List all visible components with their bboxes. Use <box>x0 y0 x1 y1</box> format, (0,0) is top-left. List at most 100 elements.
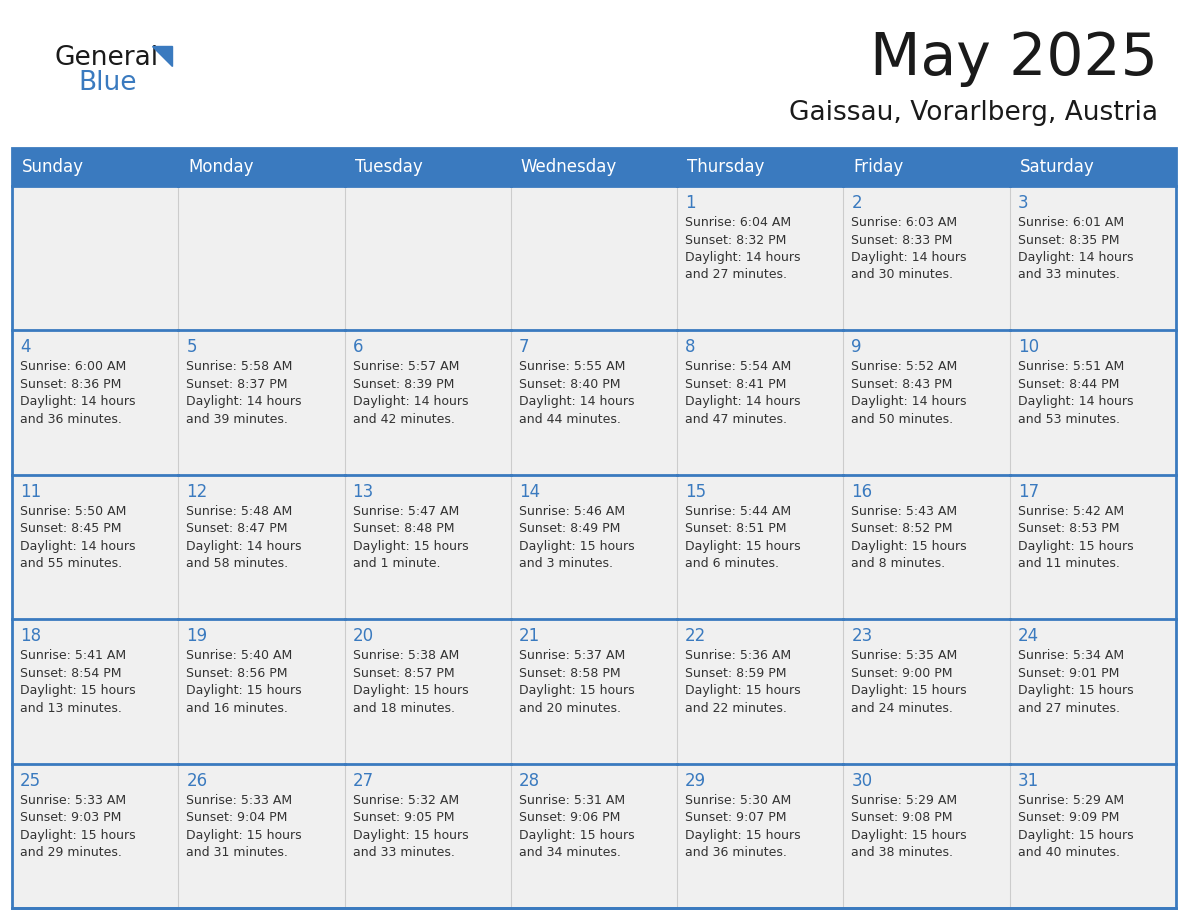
Text: Sunrise: 5:31 AM
Sunset: 9:06 PM
Daylight: 15 hours
and 34 minutes.: Sunrise: 5:31 AM Sunset: 9:06 PM Dayligh… <box>519 793 634 859</box>
Text: Wednesday: Wednesday <box>520 158 617 176</box>
Text: Sunrise: 6:04 AM
Sunset: 8:32 PM
Daylight: 14 hours
and 27 minutes.: Sunrise: 6:04 AM Sunset: 8:32 PM Dayligh… <box>685 216 801 282</box>
Text: Sunrise: 5:36 AM
Sunset: 8:59 PM
Daylight: 15 hours
and 22 minutes.: Sunrise: 5:36 AM Sunset: 8:59 PM Dayligh… <box>685 649 801 715</box>
Text: Sunrise: 5:35 AM
Sunset: 9:00 PM
Daylight: 15 hours
and 24 minutes.: Sunrise: 5:35 AM Sunset: 9:00 PM Dayligh… <box>852 649 967 715</box>
Text: 7: 7 <box>519 339 530 356</box>
Bar <box>345 330 511 475</box>
Text: 20: 20 <box>353 627 374 645</box>
Text: Sunrise: 5:47 AM
Sunset: 8:48 PM
Daylight: 15 hours
and 1 minute.: Sunrise: 5:47 AM Sunset: 8:48 PM Dayligh… <box>353 505 468 570</box>
Text: 25: 25 <box>20 772 42 789</box>
Text: Sunrise: 5:33 AM
Sunset: 9:04 PM
Daylight: 15 hours
and 31 minutes.: Sunrise: 5:33 AM Sunset: 9:04 PM Dayligh… <box>187 793 302 859</box>
Text: Sunrise: 5:29 AM
Sunset: 9:08 PM
Daylight: 15 hours
and 38 minutes.: Sunrise: 5:29 AM Sunset: 9:08 PM Dayligh… <box>852 793 967 859</box>
Bar <box>677 186 843 330</box>
Text: 11: 11 <box>20 483 42 501</box>
Text: 3: 3 <box>1018 194 1029 212</box>
Bar <box>511 620 677 764</box>
Text: Sunrise: 5:41 AM
Sunset: 8:54 PM
Daylight: 15 hours
and 13 minutes.: Sunrise: 5:41 AM Sunset: 8:54 PM Dayligh… <box>20 649 135 715</box>
Bar <box>843 186 1010 330</box>
Text: Sunrise: 5:34 AM
Sunset: 9:01 PM
Daylight: 15 hours
and 27 minutes.: Sunrise: 5:34 AM Sunset: 9:01 PM Dayligh… <box>1018 649 1133 715</box>
Text: 15: 15 <box>685 483 707 501</box>
Text: 6: 6 <box>353 339 364 356</box>
Text: Sunrise: 5:54 AM
Sunset: 8:41 PM
Daylight: 14 hours
and 47 minutes.: Sunrise: 5:54 AM Sunset: 8:41 PM Dayligh… <box>685 361 801 426</box>
Text: Sunrise: 6:00 AM
Sunset: 8:36 PM
Daylight: 14 hours
and 36 minutes.: Sunrise: 6:00 AM Sunset: 8:36 PM Dayligh… <box>20 361 135 426</box>
Bar <box>1010 764 1176 908</box>
Bar <box>1010 620 1176 764</box>
Bar <box>345 475 511 620</box>
Text: Gaissau, Vorarlberg, Austria: Gaissau, Vorarlberg, Austria <box>789 100 1158 126</box>
Text: Sunrise: 5:52 AM
Sunset: 8:43 PM
Daylight: 14 hours
and 50 minutes.: Sunrise: 5:52 AM Sunset: 8:43 PM Dayligh… <box>852 361 967 426</box>
Text: Sunrise: 5:43 AM
Sunset: 8:52 PM
Daylight: 15 hours
and 8 minutes.: Sunrise: 5:43 AM Sunset: 8:52 PM Dayligh… <box>852 505 967 570</box>
Text: Sunrise: 5:38 AM
Sunset: 8:57 PM
Daylight: 15 hours
and 18 minutes.: Sunrise: 5:38 AM Sunset: 8:57 PM Dayligh… <box>353 649 468 715</box>
Text: 8: 8 <box>685 339 696 356</box>
Text: 19: 19 <box>187 627 208 645</box>
Bar <box>843 475 1010 620</box>
Text: Sunrise: 5:51 AM
Sunset: 8:44 PM
Daylight: 14 hours
and 53 minutes.: Sunrise: 5:51 AM Sunset: 8:44 PM Dayligh… <box>1018 361 1133 426</box>
Text: Sunrise: 5:55 AM
Sunset: 8:40 PM
Daylight: 14 hours
and 44 minutes.: Sunrise: 5:55 AM Sunset: 8:40 PM Dayligh… <box>519 361 634 426</box>
Text: Saturday: Saturday <box>1019 158 1094 176</box>
Text: Sunrise: 5:32 AM
Sunset: 9:05 PM
Daylight: 15 hours
and 33 minutes.: Sunrise: 5:32 AM Sunset: 9:05 PM Dayligh… <box>353 793 468 859</box>
Text: Sunrise: 5:42 AM
Sunset: 8:53 PM
Daylight: 15 hours
and 11 minutes.: Sunrise: 5:42 AM Sunset: 8:53 PM Dayligh… <box>1018 505 1133 570</box>
Bar <box>12 475 178 620</box>
Text: 22: 22 <box>685 627 707 645</box>
Text: Sunrise: 5:57 AM
Sunset: 8:39 PM
Daylight: 14 hours
and 42 minutes.: Sunrise: 5:57 AM Sunset: 8:39 PM Dayligh… <box>353 361 468 426</box>
Bar <box>1010 475 1176 620</box>
Text: 14: 14 <box>519 483 541 501</box>
Bar <box>345 764 511 908</box>
Text: 5: 5 <box>187 339 197 356</box>
Text: 18: 18 <box>20 627 42 645</box>
Text: 1: 1 <box>685 194 696 212</box>
Text: 16: 16 <box>852 483 872 501</box>
Text: 26: 26 <box>187 772 208 789</box>
Bar <box>677 764 843 908</box>
Bar <box>345 186 511 330</box>
Bar <box>12 148 1176 908</box>
Text: Sunrise: 5:33 AM
Sunset: 9:03 PM
Daylight: 15 hours
and 29 minutes.: Sunrise: 5:33 AM Sunset: 9:03 PM Dayligh… <box>20 793 135 859</box>
Bar <box>511 475 677 620</box>
Text: Sunrise: 5:37 AM
Sunset: 8:58 PM
Daylight: 15 hours
and 20 minutes.: Sunrise: 5:37 AM Sunset: 8:58 PM Dayligh… <box>519 649 634 715</box>
Bar <box>178 186 345 330</box>
Bar <box>1010 330 1176 475</box>
Text: Sunrise: 5:48 AM
Sunset: 8:47 PM
Daylight: 14 hours
and 58 minutes.: Sunrise: 5:48 AM Sunset: 8:47 PM Dayligh… <box>187 505 302 570</box>
Bar <box>345 620 511 764</box>
Text: 28: 28 <box>519 772 541 789</box>
Bar <box>677 475 843 620</box>
Text: Blue: Blue <box>78 70 137 96</box>
Text: Sunrise: 5:58 AM
Sunset: 8:37 PM
Daylight: 14 hours
and 39 minutes.: Sunrise: 5:58 AM Sunset: 8:37 PM Dayligh… <box>187 361 302 426</box>
Text: 31: 31 <box>1018 772 1040 789</box>
Polygon shape <box>152 46 172 66</box>
Text: 4: 4 <box>20 339 31 356</box>
Bar <box>178 764 345 908</box>
Text: Sunrise: 5:40 AM
Sunset: 8:56 PM
Daylight: 15 hours
and 16 minutes.: Sunrise: 5:40 AM Sunset: 8:56 PM Dayligh… <box>187 649 302 715</box>
Text: Friday: Friday <box>853 158 904 176</box>
Text: May 2025: May 2025 <box>870 30 1158 87</box>
Text: Sunday: Sunday <box>23 158 84 176</box>
Text: Monday: Monday <box>188 158 254 176</box>
Bar <box>677 620 843 764</box>
Text: 17: 17 <box>1018 483 1038 501</box>
Text: 13: 13 <box>353 483 374 501</box>
Bar <box>178 475 345 620</box>
Bar <box>843 764 1010 908</box>
Bar <box>843 330 1010 475</box>
Text: Sunrise: 5:29 AM
Sunset: 9:09 PM
Daylight: 15 hours
and 40 minutes.: Sunrise: 5:29 AM Sunset: 9:09 PM Dayligh… <box>1018 793 1133 859</box>
Text: 29: 29 <box>685 772 707 789</box>
Bar <box>843 620 1010 764</box>
Bar <box>511 186 677 330</box>
Text: 23: 23 <box>852 627 873 645</box>
Bar <box>178 620 345 764</box>
Text: Tuesday: Tuesday <box>354 158 422 176</box>
Bar <box>178 330 345 475</box>
Text: 9: 9 <box>852 339 862 356</box>
Text: Sunrise: 5:30 AM
Sunset: 9:07 PM
Daylight: 15 hours
and 36 minutes.: Sunrise: 5:30 AM Sunset: 9:07 PM Dayligh… <box>685 793 801 859</box>
Bar <box>12 186 178 330</box>
Text: Sunrise: 5:44 AM
Sunset: 8:51 PM
Daylight: 15 hours
and 6 minutes.: Sunrise: 5:44 AM Sunset: 8:51 PM Dayligh… <box>685 505 801 570</box>
Bar <box>511 330 677 475</box>
Bar <box>12 148 1176 186</box>
Bar <box>511 764 677 908</box>
Text: 10: 10 <box>1018 339 1038 356</box>
Text: General: General <box>55 45 159 71</box>
Text: Sunrise: 6:03 AM
Sunset: 8:33 PM
Daylight: 14 hours
and 30 minutes.: Sunrise: 6:03 AM Sunset: 8:33 PM Dayligh… <box>852 216 967 282</box>
Bar <box>12 620 178 764</box>
Text: 12: 12 <box>187 483 208 501</box>
Text: 30: 30 <box>852 772 872 789</box>
Text: 2: 2 <box>852 194 862 212</box>
